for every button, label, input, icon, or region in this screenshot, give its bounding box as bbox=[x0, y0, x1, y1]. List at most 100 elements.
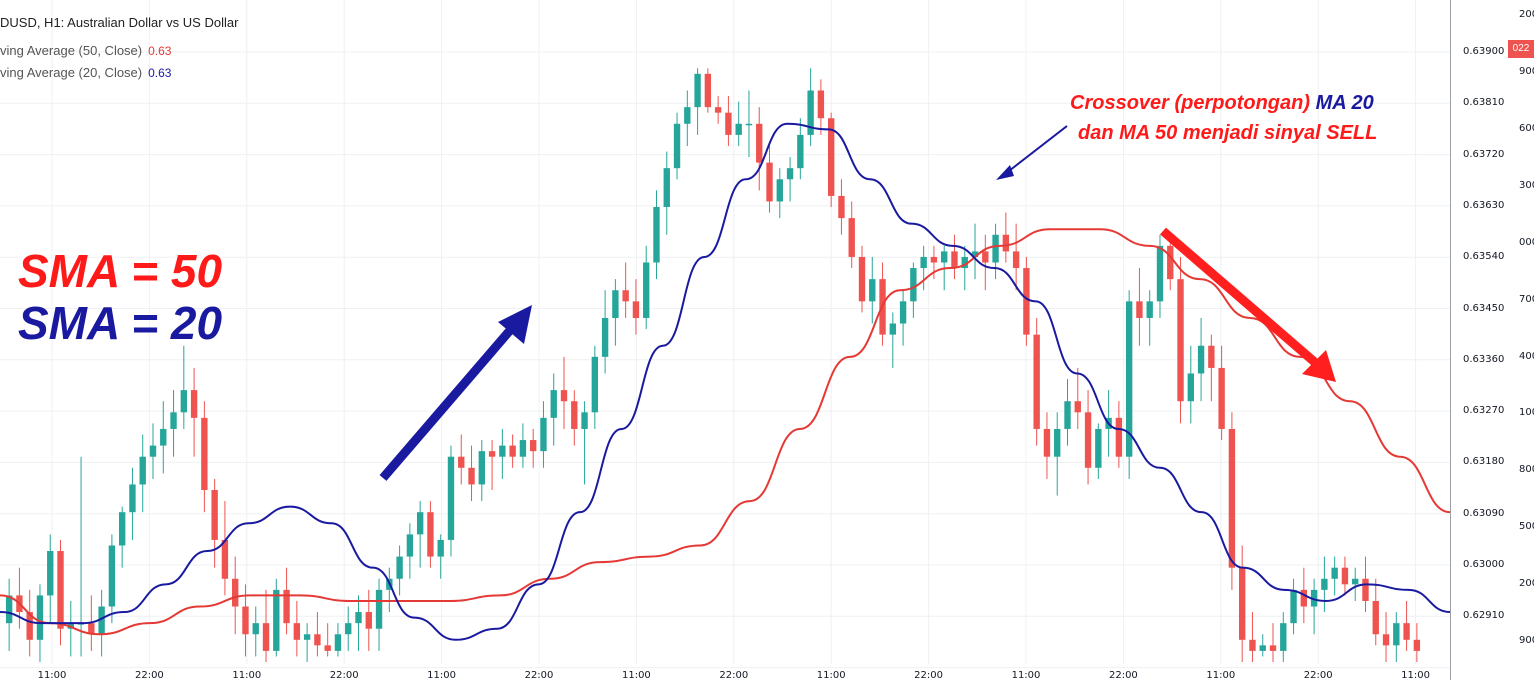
candle bbox=[612, 279, 619, 346]
candle-body bbox=[1259, 645, 1266, 651]
candle bbox=[725, 96, 732, 146]
candle bbox=[1002, 212, 1010, 263]
candle bbox=[221, 501, 229, 596]
candle bbox=[47, 534, 54, 624]
secondary-axis-label: 000 bbox=[1519, 236, 1534, 248]
candle-body bbox=[1084, 412, 1092, 468]
candle bbox=[211, 478, 218, 568]
candle-body bbox=[622, 290, 629, 302]
candle-body bbox=[437, 539, 444, 557]
candle bbox=[1269, 623, 1277, 662]
candle bbox=[756, 107, 763, 191]
candle bbox=[807, 68, 814, 146]
candle bbox=[797, 118, 804, 180]
candle bbox=[643, 245, 650, 330]
candle bbox=[571, 390, 578, 446]
candle-body bbox=[396, 556, 403, 579]
candle bbox=[1054, 412, 1061, 496]
current-price-badge: 022 bbox=[1508, 40, 1534, 58]
legend-ma50-label: ving Average (50, Close) bbox=[0, 43, 143, 58]
candle bbox=[478, 440, 485, 502]
candle-body bbox=[941, 251, 948, 263]
candle-body bbox=[1074, 401, 1081, 413]
candle bbox=[1023, 256, 1030, 346]
candle-body bbox=[273, 589, 280, 651]
candle bbox=[694, 68, 701, 135]
candle bbox=[961, 245, 968, 291]
candle bbox=[663, 151, 670, 235]
candle bbox=[77, 456, 85, 657]
candle bbox=[1167, 234, 1174, 291]
candle-body bbox=[262, 623, 270, 651]
candle-body bbox=[756, 123, 763, 163]
price-tick-label: 0.63360 bbox=[1463, 353, 1505, 365]
legend-ma20[interactable]: ving Average (20, Close) 0.63 bbox=[0, 65, 171, 80]
candle-body bbox=[1218, 367, 1225, 429]
candle bbox=[591, 345, 599, 429]
candle-body bbox=[1064, 401, 1071, 429]
legend-ma50[interactable]: ving Average (50, Close) 0.63 bbox=[0, 43, 171, 58]
candle-body bbox=[725, 112, 732, 135]
candle-body bbox=[88, 623, 95, 635]
crossover-annotation: Crossover (perpotongan) MA 20 bbox=[1070, 89, 1374, 117]
candle bbox=[786, 157, 794, 202]
candle bbox=[684, 90, 691, 146]
candle-body bbox=[591, 356, 599, 413]
candle bbox=[1341, 556, 1349, 596]
candle bbox=[817, 79, 825, 135]
candle-body bbox=[98, 606, 105, 635]
candle bbox=[1197, 317, 1205, 402]
candle bbox=[303, 623, 311, 662]
candle-body bbox=[118, 512, 126, 546]
candle-body bbox=[1341, 567, 1349, 585]
candle bbox=[1321, 556, 1328, 613]
candle-body bbox=[1310, 589, 1318, 607]
candle-body bbox=[488, 451, 496, 457]
candle-body bbox=[221, 539, 229, 579]
candle-body bbox=[36, 595, 44, 640]
price-tick-label: 0.63630 bbox=[1463, 199, 1505, 211]
candle-body bbox=[1156, 245, 1164, 302]
candle-body bbox=[416, 512, 424, 535]
candle bbox=[550, 373, 557, 446]
candle-body bbox=[817, 90, 825, 119]
candle-body bbox=[1228, 428, 1236, 568]
candle-body bbox=[714, 107, 722, 113]
time-tick-label: 11:00 bbox=[816, 670, 846, 681]
candle bbox=[427, 501, 434, 568]
candle bbox=[540, 401, 547, 468]
candle-body bbox=[1249, 639, 1256, 651]
candle bbox=[529, 428, 537, 468]
candle bbox=[910, 262, 917, 318]
time-tick-label: 22:00 bbox=[134, 670, 164, 681]
candle bbox=[437, 534, 444, 579]
candle-body bbox=[252, 623, 259, 635]
candle bbox=[1064, 379, 1071, 446]
candle bbox=[1290, 578, 1297, 635]
price-tick-label: 0.63720 bbox=[1463, 148, 1505, 160]
price-tick-label: 0.63090 bbox=[1463, 507, 1505, 519]
sma20-annotation: SMA = 20 bbox=[18, 297, 223, 349]
candle bbox=[920, 245, 927, 291]
crossover-text-blue: MA 20 bbox=[1315, 92, 1374, 114]
crossover-text-line2: dan MA 50 menjadi sinyal SELL bbox=[1078, 122, 1378, 144]
candle bbox=[858, 245, 866, 313]
crossover-pointer-arrow bbox=[996, 125, 1068, 180]
time-tick-label: 22:00 bbox=[1108, 670, 1138, 681]
candle-body bbox=[663, 168, 670, 208]
candle bbox=[601, 290, 609, 374]
time-tick-label: 22:00 bbox=[719, 670, 749, 681]
candle-body bbox=[910, 268, 917, 302]
candle-body bbox=[827, 118, 835, 196]
candle bbox=[745, 90, 753, 158]
candle bbox=[499, 428, 506, 479]
time-tick-label: 11:00 bbox=[37, 670, 67, 681]
candle bbox=[139, 434, 146, 513]
price-axis[interactable] bbox=[1450, 0, 1534, 680]
candle bbox=[1012, 223, 1020, 291]
candle-body bbox=[1321, 578, 1328, 590]
candle-body bbox=[375, 589, 383, 629]
candle-body bbox=[334, 634, 342, 651]
candle bbox=[1280, 612, 1287, 662]
